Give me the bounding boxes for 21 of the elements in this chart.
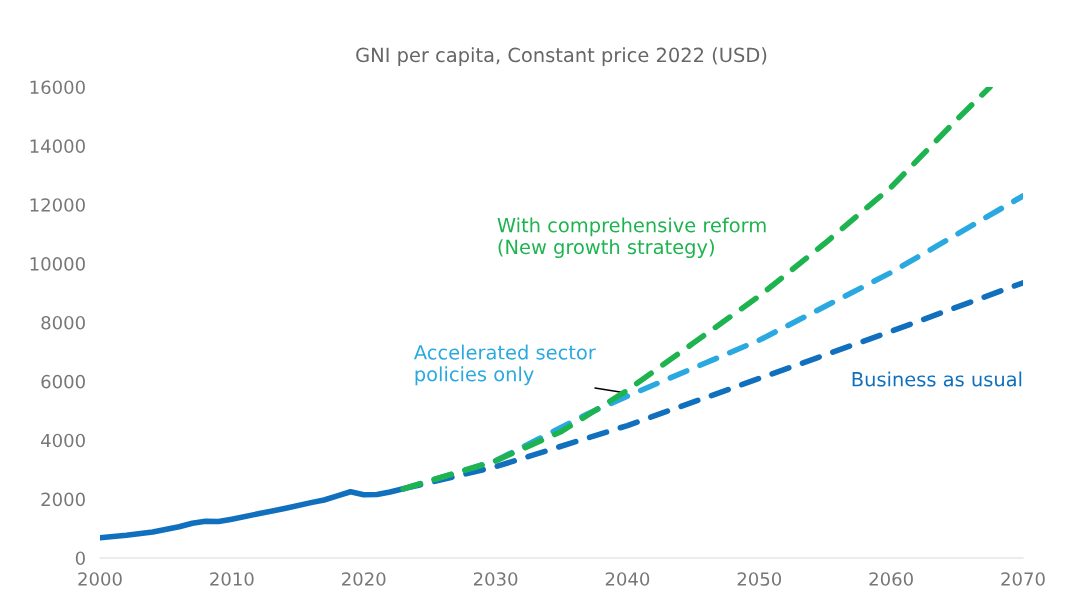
y-tick-label: 12000 [30, 198, 85, 212]
x-tick-label: 2030 [473, 572, 518, 586]
y-tick-label: 0 [75, 551, 85, 566]
y-tick-label: 2000 [41, 492, 85, 507]
x-tick-label: 2020 [342, 572, 386, 586]
x-tick-label: 2050 [737, 572, 782, 586]
y-tick-label: 8000 [41, 315, 85, 330]
series-label: With comprehensive reform (New growth strategy) [497, 217, 766, 259]
x-tick-label: 2040 [605, 572, 650, 586]
x-tick-label: 2060 [869, 572, 913, 586]
chart-title: GNI per capita, Constant price 2022 (USD) [356, 47, 767, 67]
x-tick-label: 2070 [1001, 572, 1045, 586]
y-tick-label: 10000 [30, 257, 85, 271]
series-label: Accelerated sector policies only [413, 344, 596, 386]
y-tick-label: 16000 [30, 80, 85, 95]
series-label: Business as usual [852, 371, 1022, 387]
x-tick-label: 2010 [210, 572, 254, 586]
x-tick-label: 2000 [78, 572, 122, 586]
y-tick-label: 14000 [30, 139, 85, 153]
y-tick-label: 6000 [41, 374, 85, 389]
y-tick-label: 4000 [41, 433, 85, 448]
